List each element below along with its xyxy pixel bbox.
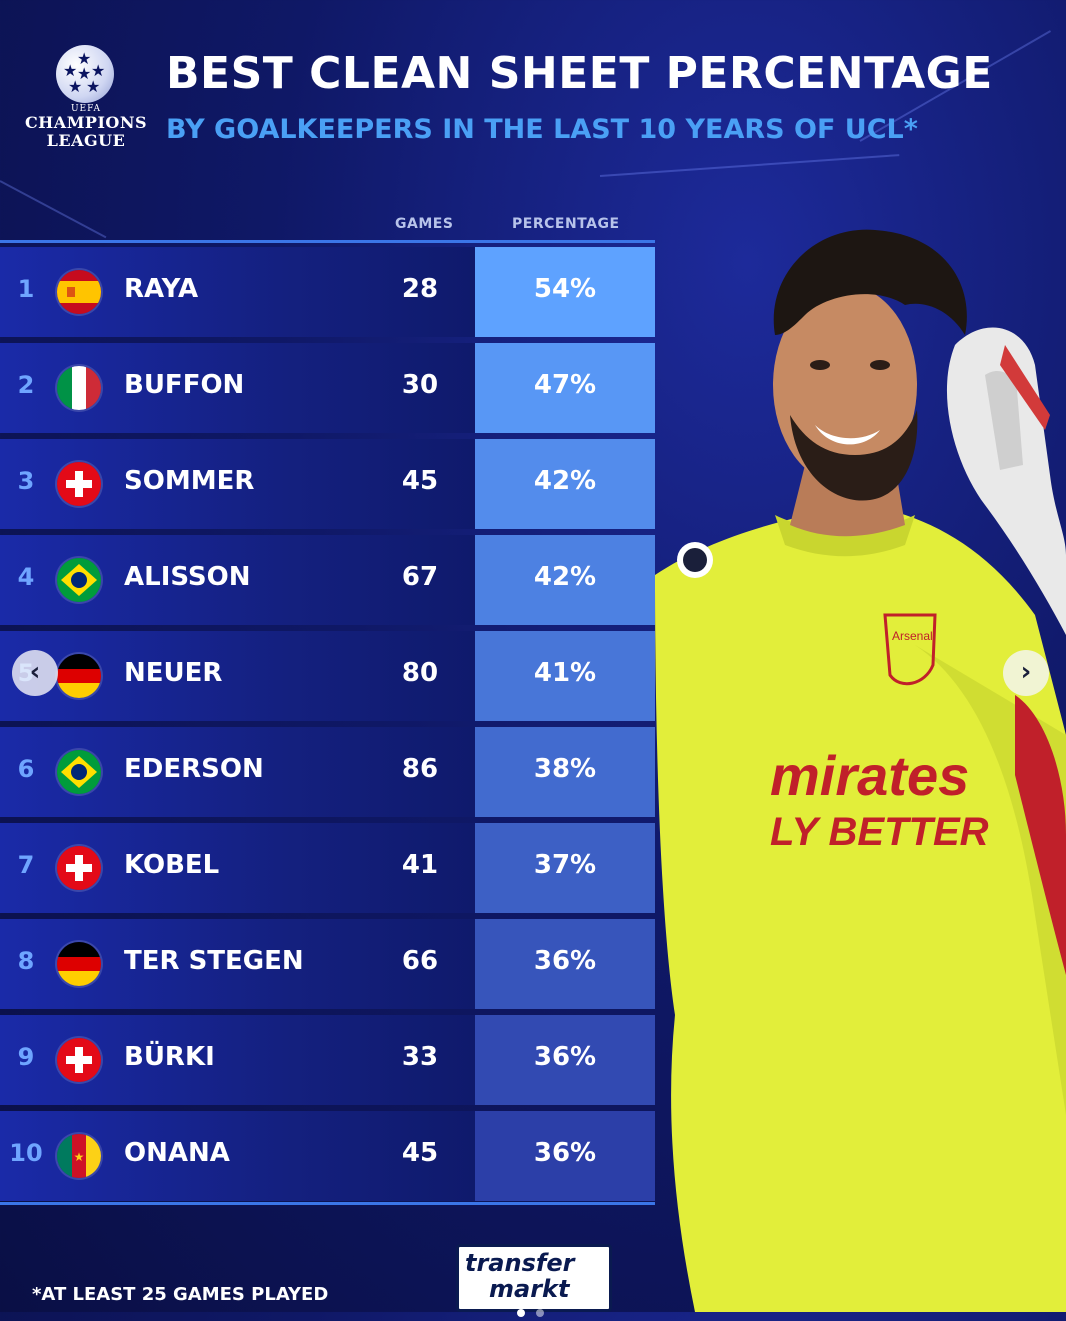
clean-sheet-percentage: 42%: [533, 562, 597, 592]
logo-champions-text: CHAMPIONS: [24, 113, 148, 132]
row-percentage-cell: 36%: [475, 919, 655, 1009]
goalkeeper-name: TER STEGEN: [124, 946, 304, 976]
clean-sheet-percentage: 47%: [533, 370, 597, 400]
rank-number: 9: [17, 1043, 35, 1071]
logo-uefa-text: UEFA: [70, 104, 102, 114]
row-percentage-cell: 37%: [475, 823, 655, 913]
games-column-header: GAMES: [395, 216, 454, 232]
goalkeeper-name: KOBEL: [124, 850, 220, 880]
goalkeeper-name: BÜRKI: [124, 1042, 215, 1072]
germany-flag-icon: [57, 942, 101, 986]
table-row: 37% 7 KOBEL 41: [0, 823, 655, 913]
table-row: 42% 3 SOMMER 45: [0, 439, 655, 529]
carousel-next-button[interactable]: ›: [1003, 650, 1049, 696]
goalkeeper-name: ALISSON: [124, 562, 251, 592]
rank-number: 3: [17, 467, 35, 495]
starball-icon: ★ ★ ★ ★ ★ ★: [56, 45, 114, 103]
shirt-sponsor-line2: LY BETTER: [770, 810, 989, 854]
champions-league-logo: ★ ★ ★ ★ ★ ★ UEFA CHAMPIONS LEAGUE: [22, 40, 152, 170]
games-played: 33: [401, 1042, 439, 1072]
table-row: 36% 9 BÜRKI 33: [0, 1015, 655, 1105]
switzerland-flag-icon: [57, 846, 101, 890]
games-played: 45: [401, 1138, 439, 1168]
page-title: BEST CLEAN SHEET PERCENTAGE: [166, 48, 993, 99]
clean-sheet-percentage: 42%: [533, 466, 597, 496]
goalkeeper-name: NEUER: [124, 658, 223, 688]
table-row: 36% 8 TER STEGEN 66: [0, 919, 655, 1009]
switzerland-flag-icon: [57, 1038, 101, 1082]
transfermarkt-logo-line1: transfer: [465, 1249, 575, 1277]
row-percentage-cell: 42%: [475, 439, 655, 529]
clean-sheet-percentage: 36%: [533, 1138, 597, 1168]
games-played: 66: [401, 946, 439, 976]
germany-flag-icon: [57, 654, 101, 698]
games-played: 41: [401, 850, 439, 880]
clean-sheet-percentage: 54%: [533, 274, 597, 304]
table-row: 42% 4 ALISSON 67: [0, 535, 655, 625]
page-subtitle: BY GOALKEEPERS IN THE LAST 10 YEARS OF U…: [166, 114, 918, 145]
percentage-column-header: PERCENTAGE: [512, 216, 620, 232]
goalkeeper-name: SOMMER: [124, 466, 255, 496]
goalkeeper-name: EDERSON: [124, 754, 264, 784]
goalkeeper-photo: mirates LY BETTER Arsenal: [655, 229, 1066, 1312]
clean-sheet-percentage: 41%: [533, 658, 597, 688]
shirt-crest-text: Arsenal: [892, 629, 933, 643]
rank-number: 7: [17, 851, 35, 879]
transfermarkt-logo-line2: markt: [489, 1275, 570, 1303]
rank-number: 10: [9, 1139, 43, 1167]
carousel-dot[interactable]: [517, 1309, 525, 1317]
rank-number: 4: [17, 563, 35, 591]
brazil-flag-icon: [57, 750, 101, 794]
goalkeeper-name: RAYA: [124, 274, 199, 304]
rank-number: 2: [17, 371, 35, 399]
footnote: *AT LEAST 25 GAMES PLAYED: [32, 1284, 329, 1305]
games-played: 45: [401, 466, 439, 496]
clean-sheet-percentage: 36%: [533, 946, 597, 976]
shirt-sponsor-line1: mirates: [770, 744, 969, 807]
row-percentage-cell: 47%: [475, 343, 655, 433]
table-top-divider: [0, 240, 655, 243]
carousel-dot[interactable]: [536, 1309, 545, 1317]
row-percentage-cell: 42%: [475, 535, 655, 625]
table-row: 54% 1 RAYA 28: [0, 247, 655, 337]
carousel-prev-button[interactable]: ‹: [12, 650, 58, 696]
games-played: 80: [401, 658, 439, 688]
games-played: 67: [401, 562, 439, 592]
background-streak: [599, 154, 900, 177]
row-percentage-cell: 54%: [475, 247, 655, 337]
clean-sheet-percentage: 37%: [533, 850, 597, 880]
table-row: 36% 10 ★ ONANA 45: [0, 1111, 655, 1201]
games-played: 86: [401, 754, 439, 784]
row-percentage-cell: 41%: [475, 631, 655, 721]
svg-text:★: ★: [74, 1150, 85, 1164]
games-played: 30: [401, 370, 439, 400]
clean-sheet-percentage: 36%: [533, 1042, 597, 1072]
background-streak: [0, 180, 107, 239]
row-percentage-cell: 36%: [475, 1015, 655, 1105]
spain-flag-icon: [57, 270, 101, 314]
brazil-flag-icon: [57, 558, 101, 602]
row-percentage-cell: 38%: [475, 727, 655, 817]
logo-league-text: LEAGUE: [46, 131, 126, 150]
rank-number: 1: [17, 275, 35, 303]
cameroon-flag-icon: ★: [57, 1134, 101, 1178]
clean-sheet-percentage: 38%: [533, 754, 597, 784]
table-bottom-divider: [0, 1202, 655, 1205]
italy-flag-icon: [57, 366, 101, 410]
row-percentage-cell: 36%: [475, 1111, 655, 1201]
goalkeeper-name: ONANA: [124, 1138, 230, 1168]
chevron-left-icon: ‹: [29, 657, 41, 687]
transfermarkt-logo: transfer markt: [456, 1244, 612, 1312]
switzerland-flag-icon: [57, 462, 101, 506]
chevron-right-icon: ›: [1020, 657, 1032, 687]
rank-number: 8: [17, 947, 35, 975]
games-played: 28: [401, 274, 439, 304]
goalkeeper-name: BUFFON: [124, 370, 245, 400]
table-row: 38% 6 EDERSON 86: [0, 727, 655, 817]
table-row: 47% 2 BUFFON 30: [0, 343, 655, 433]
rank-number: 6: [17, 755, 35, 783]
table-row: 41%5NEUER80: [0, 631, 655, 721]
